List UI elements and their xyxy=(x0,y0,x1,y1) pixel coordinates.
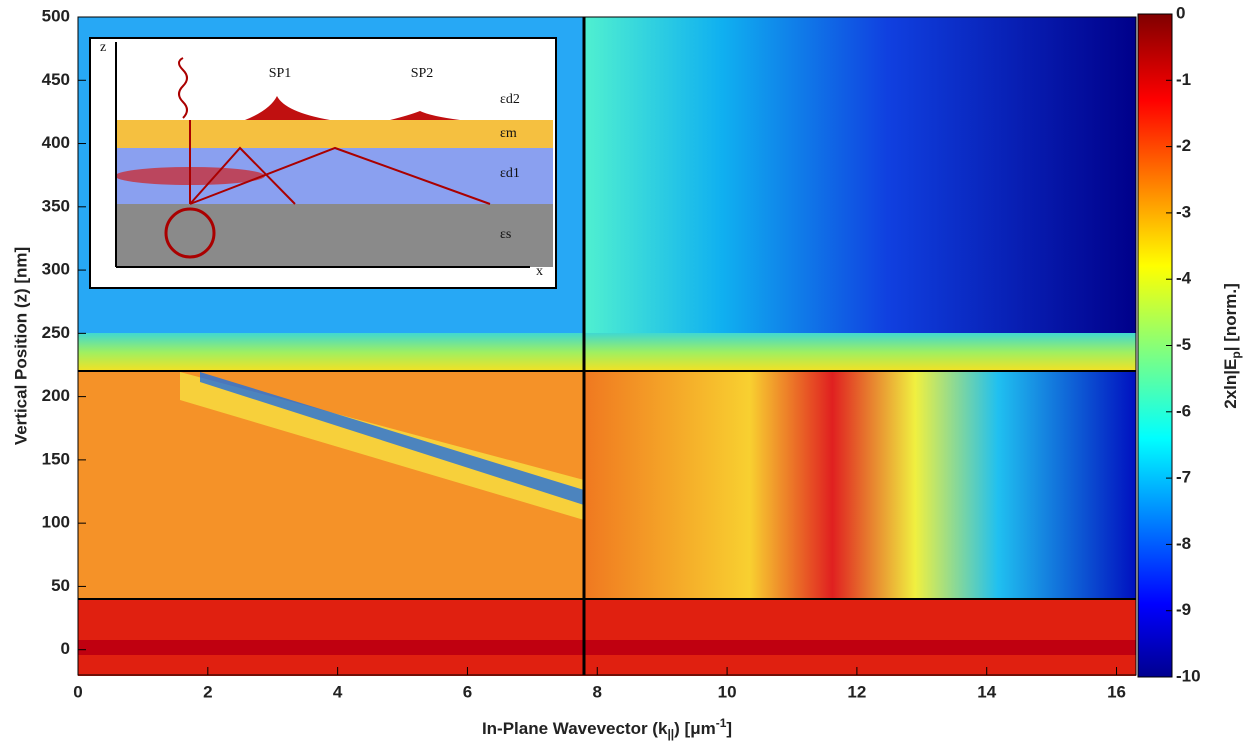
x-tick-label: 8 xyxy=(593,682,602,701)
label-part: 2xln|E xyxy=(1221,359,1240,409)
label-part: ) [μm xyxy=(674,719,716,738)
colorbar-tick-label: -6 xyxy=(1176,401,1191,420)
field-map xyxy=(78,17,1136,676)
y-tick-label: 300 xyxy=(42,260,70,279)
inset-x: x xyxy=(536,264,543,279)
colorbar-tick-label: -4 xyxy=(1176,269,1192,288)
label-part: || xyxy=(667,727,674,741)
y-tick-label: 100 xyxy=(42,513,70,532)
x-tick-label: 16 xyxy=(1107,682,1126,701)
colorbar-tick-label: -9 xyxy=(1176,600,1191,619)
x-tick-label: 10 xyxy=(718,682,737,701)
y-axis-label: Vertical Position (z) [nm] xyxy=(11,247,30,445)
x-axis-label: In-Plane Wavevector (k||) [μm-1] xyxy=(482,716,732,741)
colorbar-tick-label: -2 xyxy=(1176,136,1191,155)
colorbar-tick-label: -5 xyxy=(1176,335,1191,354)
inset-layer: εm xyxy=(500,126,517,141)
colorbar-tick-label: -3 xyxy=(1176,202,1191,221)
plot-frame xyxy=(77,16,1137,676)
x-tick-label: 4 xyxy=(333,682,343,701)
y-tick-label: 0 xyxy=(61,639,70,658)
inset-z: z xyxy=(100,40,106,55)
label-part: In-Plane Wavevector (k xyxy=(482,719,668,738)
y-tick-label: 450 xyxy=(42,70,70,89)
colorbar-tick-label: -8 xyxy=(1176,534,1191,553)
x-tick-label: 0 xyxy=(73,682,82,701)
inset-sp2: SP2 xyxy=(411,66,434,81)
label-part: ] xyxy=(726,719,732,738)
y-tick-label: 50 xyxy=(51,576,70,595)
x-tick-label: 12 xyxy=(847,682,866,701)
inset-layer: εs xyxy=(500,227,511,242)
colorbar-tick-label: -1 xyxy=(1176,70,1191,89)
label-part: | [norm.] xyxy=(1221,283,1240,351)
inset: z x SP1 SP2 εd2 εm εd1 εs xyxy=(89,37,557,289)
y-tick-label: 150 xyxy=(42,449,70,468)
x-tick-label: 6 xyxy=(463,682,472,701)
colorbar-tick-label: -10 xyxy=(1176,666,1201,685)
y-tick-label: 500 xyxy=(42,6,70,25)
x-tick-label: 2 xyxy=(203,682,212,701)
colorbar-tick-label: -7 xyxy=(1176,468,1191,487)
colorbar-label: 2xln|Ep| [norm.] xyxy=(1221,283,1243,409)
y-tick-label: 200 xyxy=(42,386,70,405)
label-part: p xyxy=(1229,351,1243,358)
inset-layer: εd2 xyxy=(500,92,520,107)
y-tick-label: 400 xyxy=(42,133,70,152)
label-part: -1 xyxy=(716,716,727,730)
x-tick-label: 14 xyxy=(977,682,996,701)
inset-layer: εd1 xyxy=(500,166,520,181)
y-tick-label: 250 xyxy=(42,323,70,342)
inset-sp1: SP1 xyxy=(269,66,292,81)
colorbar-tick-label: 0 xyxy=(1176,3,1185,22)
y-tick-label: 350 xyxy=(42,196,70,215)
